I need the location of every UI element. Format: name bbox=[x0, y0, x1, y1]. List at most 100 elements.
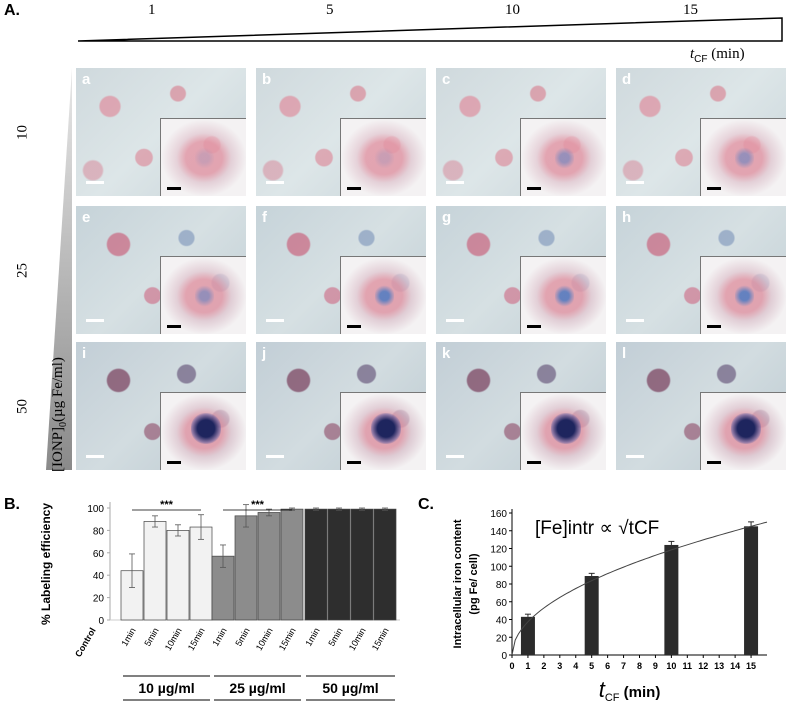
inset-scale-bar bbox=[347, 187, 361, 190]
inset-scale-bar bbox=[707, 461, 721, 464]
inset-scale-bar bbox=[347, 325, 361, 328]
group-label: 50 µg/ml bbox=[322, 680, 378, 696]
x-tick-label: 2 bbox=[541, 661, 546, 671]
tile-label: e bbox=[82, 209, 91, 226]
inset-scale-bar bbox=[527, 461, 541, 464]
x-tick-label: 10 bbox=[666, 661, 676, 671]
y-tick-label: 60 bbox=[93, 549, 105, 560]
conc-tick-50: 50 bbox=[14, 399, 31, 414]
scale-bar bbox=[86, 319, 104, 322]
micrograph-e: e bbox=[76, 206, 246, 334]
x-tick-label: 8 bbox=[637, 661, 642, 671]
scale-bar bbox=[446, 455, 464, 458]
scale-bar bbox=[266, 181, 284, 184]
labeling-efficiency-chart: 0 20 40 60 80 100 % Labeling efficiency Control… bbox=[39, 499, 400, 701]
y-tick-label: 40 bbox=[496, 616, 508, 627]
x-tick-label: 4 bbox=[573, 661, 578, 671]
tile-label: b bbox=[262, 71, 272, 88]
micrograph-d: d bbox=[616, 68, 786, 196]
equation: [Fe]intr ∝ √tCF bbox=[535, 518, 659, 539]
category-label: 5min bbox=[326, 626, 344, 648]
micrograph-f: f bbox=[256, 206, 426, 334]
inset-image bbox=[160, 392, 246, 470]
scale-bar bbox=[266, 319, 284, 322]
time-tick-10: 10 bbox=[505, 2, 520, 18]
inset-image bbox=[520, 392, 606, 470]
micrograph-l: l bbox=[616, 342, 786, 470]
inset-scale-bar bbox=[167, 325, 181, 328]
inset-scale-bar bbox=[347, 461, 361, 464]
inset-image bbox=[340, 392, 426, 470]
category-label: 1min bbox=[119, 626, 137, 648]
concentration-gradient-wedge bbox=[46, 68, 72, 470]
x-tick-label: 7 bbox=[621, 661, 626, 671]
inset-image bbox=[160, 118, 246, 196]
y-tick-label: 100 bbox=[87, 504, 104, 515]
scale-bar bbox=[266, 455, 284, 458]
category-label: 10min bbox=[254, 626, 275, 652]
tile-label: g bbox=[442, 209, 452, 226]
category-label: 15min bbox=[186, 626, 207, 652]
y-tick-label: 60 bbox=[496, 598, 508, 609]
x-tick-label: 12 bbox=[698, 661, 708, 671]
bar bbox=[257, 512, 281, 621]
scale-bar bbox=[626, 319, 644, 322]
x-tick-label: 15 bbox=[746, 661, 756, 671]
panel-b-letter: B. bbox=[4, 496, 20, 513]
tile-label: f bbox=[262, 209, 267, 226]
x-tick-label: 6 bbox=[605, 661, 610, 671]
significance-stars: *** bbox=[160, 499, 174, 511]
bar bbox=[166, 530, 190, 621]
bar bbox=[234, 515, 258, 621]
conc-tick-10: 10 bbox=[14, 125, 31, 140]
significance-stars: *** bbox=[251, 499, 265, 511]
group-label: 10 µg/ml bbox=[138, 680, 194, 696]
y-tick-label: 120 bbox=[490, 545, 507, 556]
tile-label: j bbox=[262, 345, 267, 362]
tile-label: h bbox=[622, 209, 632, 226]
y-tick-label: 80 bbox=[93, 526, 105, 537]
inset-scale-bar bbox=[527, 325, 541, 328]
conc-tick-25: 25 bbox=[14, 263, 31, 278]
category-label: 5min bbox=[142, 626, 160, 648]
inset-scale-bar bbox=[167, 461, 181, 464]
tile-label: c bbox=[442, 71, 451, 88]
y-tick-label: 80 bbox=[496, 580, 508, 591]
y-axis-label-line2: (pg Fe/ cell) bbox=[468, 553, 480, 614]
sqrt-fit-curve bbox=[511, 521, 768, 656]
bar bbox=[189, 526, 213, 621]
x-tick-label: 14 bbox=[730, 661, 740, 671]
x-tick-label: 1 bbox=[525, 661, 530, 671]
micrograph-i: i bbox=[76, 342, 246, 470]
tile-label: i bbox=[82, 345, 87, 362]
micrograph-c: c bbox=[436, 68, 606, 196]
bar bbox=[664, 544, 679, 655]
bar bbox=[327, 508, 351, 621]
bar bbox=[520, 616, 535, 655]
inset-image bbox=[700, 118, 786, 196]
bar bbox=[744, 526, 759, 655]
tile-label: k bbox=[442, 345, 451, 362]
y-tick-label: 0 bbox=[501, 651, 507, 662]
bar bbox=[143, 521, 167, 621]
micrograph-g: g bbox=[436, 206, 606, 334]
bar bbox=[373, 508, 397, 621]
category-label: 10min bbox=[163, 626, 184, 652]
y-tick-label: 0 bbox=[98, 616, 104, 627]
inset-scale-bar bbox=[707, 325, 721, 328]
time-tick-15: 15 bbox=[683, 2, 698, 18]
x-tick-label: 13 bbox=[714, 661, 724, 671]
x-tick-label: 9 bbox=[653, 661, 658, 671]
panel-c-letter: C. bbox=[418, 496, 434, 513]
y-axis-label: Intracellular iron content (pg Fe/ cell) bbox=[452, 519, 480, 648]
category-label: 5min bbox=[233, 626, 251, 648]
panel-a-letter: A. bbox=[4, 2, 20, 19]
inset-image bbox=[700, 256, 786, 334]
group-label: 25 µg/ml bbox=[229, 680, 285, 696]
x-axis-label: tCF (min) bbox=[599, 677, 661, 704]
scale-bar bbox=[86, 455, 104, 458]
bar bbox=[280, 508, 304, 621]
scale-bar bbox=[446, 181, 464, 184]
bar bbox=[304, 508, 328, 621]
